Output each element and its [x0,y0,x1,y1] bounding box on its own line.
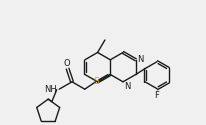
Text: O: O [64,58,70,68]
Text: N: N [124,82,130,91]
Text: N: N [137,55,143,64]
Text: S: S [93,77,99,86]
Text: NH: NH [44,85,57,94]
Text: F: F [154,91,159,100]
